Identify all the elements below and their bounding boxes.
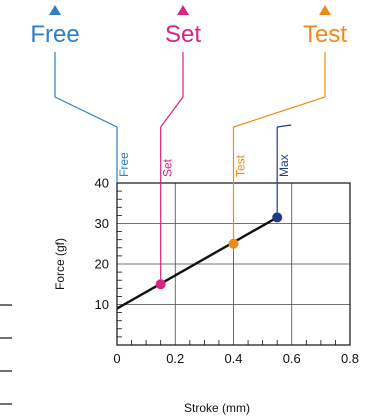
callout-leader-free <box>54 52 118 128</box>
text-layer: 10 20 30 40 0 0.2 0.4 0.6 0.8 Stroke (mm) Force (g… <box>30 5 359 415</box>
y-tick-label: 20 <box>95 257 109 272</box>
callout-label-set: Set <box>165 21 201 48</box>
data-point-set <box>155 279 166 290</box>
y-tick-label: 40 <box>95 176 109 191</box>
x-axis-label: Stroke (mm) <box>184 401 250 415</box>
x-tick-label: 0.4 <box>224 351 242 366</box>
callout-label-free: Free <box>30 21 79 48</box>
x-tick-label: 0.6 <box>283 351 301 366</box>
leader-lines-layer <box>54 52 326 285</box>
callout-label-test: Test <box>303 21 347 48</box>
callout-arrow-icon <box>319 5 331 15</box>
callout-leader-set <box>160 52 184 128</box>
x-tick-label: 0 <box>113 351 120 366</box>
marker-label-max: Max <box>277 154 291 177</box>
callout-arrow-icon <box>177 5 189 15</box>
x-tick-label: 0.8 <box>341 351 359 366</box>
y-tick-label: 10 <box>95 297 109 312</box>
marker-label-test: Test <box>234 154 248 177</box>
callout-leader-test <box>233 52 326 128</box>
x-tick-label: 0.2 <box>166 351 184 366</box>
data-layer <box>116 212 283 310</box>
marker-label-set: Set <box>161 158 175 177</box>
marker-label-free: Free <box>117 152 131 177</box>
y-tick-label: 30 <box>95 216 109 231</box>
marker-hook-max <box>277 124 292 128</box>
force-line <box>116 216 278 310</box>
data-point-test <box>228 238 239 249</box>
y-axis-label: Force (gf) <box>53 238 67 290</box>
callout-arrow-icon <box>49 5 61 15</box>
data-point-max <box>272 212 283 223</box>
